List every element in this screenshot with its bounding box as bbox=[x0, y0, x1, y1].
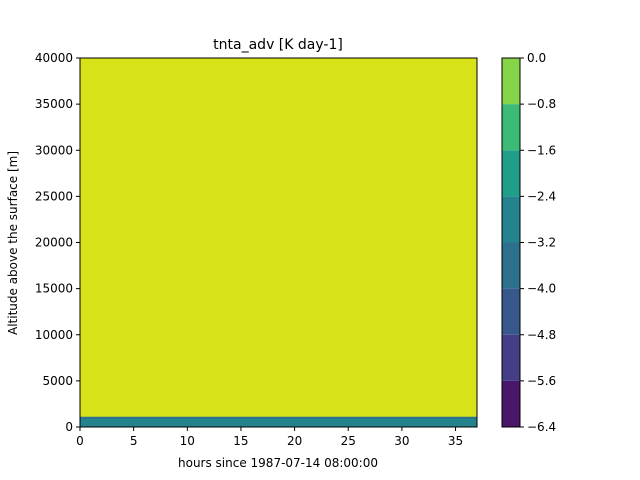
chart-title: tnta_adv [K day-1] bbox=[213, 37, 343, 53]
y-axis-label: Altitude above the surface [m] bbox=[6, 151, 20, 335]
y-tick-label: 10000 bbox=[35, 328, 73, 342]
colorbar-segment bbox=[502, 334, 520, 381]
colorbar-tick-label: −4.8 bbox=[527, 328, 556, 342]
colorbar-tick-label: −5.6 bbox=[527, 374, 556, 388]
colorbar: −6.4 −5.6 −4.8 −4.0 −3.2 −2.4 −1.6 −0.8 0.0 bbox=[501, 51, 556, 434]
x-tick-label: 25 bbox=[341, 434, 356, 448]
y-tick-label: 0 bbox=[65, 420, 73, 434]
y-tick-label: 25000 bbox=[35, 189, 73, 203]
y-tick-label: 20000 bbox=[35, 236, 73, 250]
x-tick-label: 30 bbox=[394, 434, 409, 448]
colorbar-segment bbox=[502, 150, 520, 197]
colorbar-tick-label: −0.8 bbox=[527, 97, 556, 111]
x-tick-label: 5 bbox=[130, 434, 138, 448]
y-tick-label: 5000 bbox=[42, 374, 73, 388]
contour-band-1 bbox=[80, 58, 477, 418]
plot-area bbox=[79, 57, 478, 428]
colorbar-tick-label: −3.2 bbox=[527, 236, 556, 250]
colorbar-tick-label: −2.4 bbox=[527, 189, 556, 203]
x-tick-label: 35 bbox=[448, 434, 463, 448]
y-axis: 0 5000 10000 15000 20000 25000 30000 35000 40000 bbox=[35, 51, 80, 434]
y-tick-label: 30000 bbox=[35, 143, 73, 157]
y-tick-label: 35000 bbox=[35, 97, 73, 111]
x-tick-label: 10 bbox=[180, 434, 195, 448]
colorbar-segment bbox=[502, 58, 520, 105]
colorbar-tick-label: −1.6 bbox=[527, 143, 556, 157]
colorbar-segment bbox=[502, 288, 520, 335]
x-axis-label: hours since 1987-07-14 08:00:00 bbox=[178, 456, 378, 470]
colorbar-tick-label: 0.0 bbox=[527, 51, 546, 65]
x-axis: 0 5 10 15 20 25 30 35 bbox=[76, 427, 463, 448]
x-tick-label: 0 bbox=[76, 434, 84, 448]
colorbar-segment bbox=[502, 104, 520, 151]
colorbar-segment bbox=[502, 242, 520, 289]
colorbar-segment bbox=[502, 196, 520, 243]
colorbar-tick-label: −4.0 bbox=[527, 282, 556, 296]
x-tick-label: 20 bbox=[287, 434, 302, 448]
colorbar-tick-label: −6.4 bbox=[527, 420, 556, 434]
x-tick-label: 15 bbox=[233, 434, 248, 448]
y-tick-label: 40000 bbox=[35, 51, 73, 65]
y-tick-label: 15000 bbox=[35, 282, 73, 296]
colorbar-segment bbox=[502, 380, 520, 427]
contour-band-0 bbox=[80, 417, 477, 427]
